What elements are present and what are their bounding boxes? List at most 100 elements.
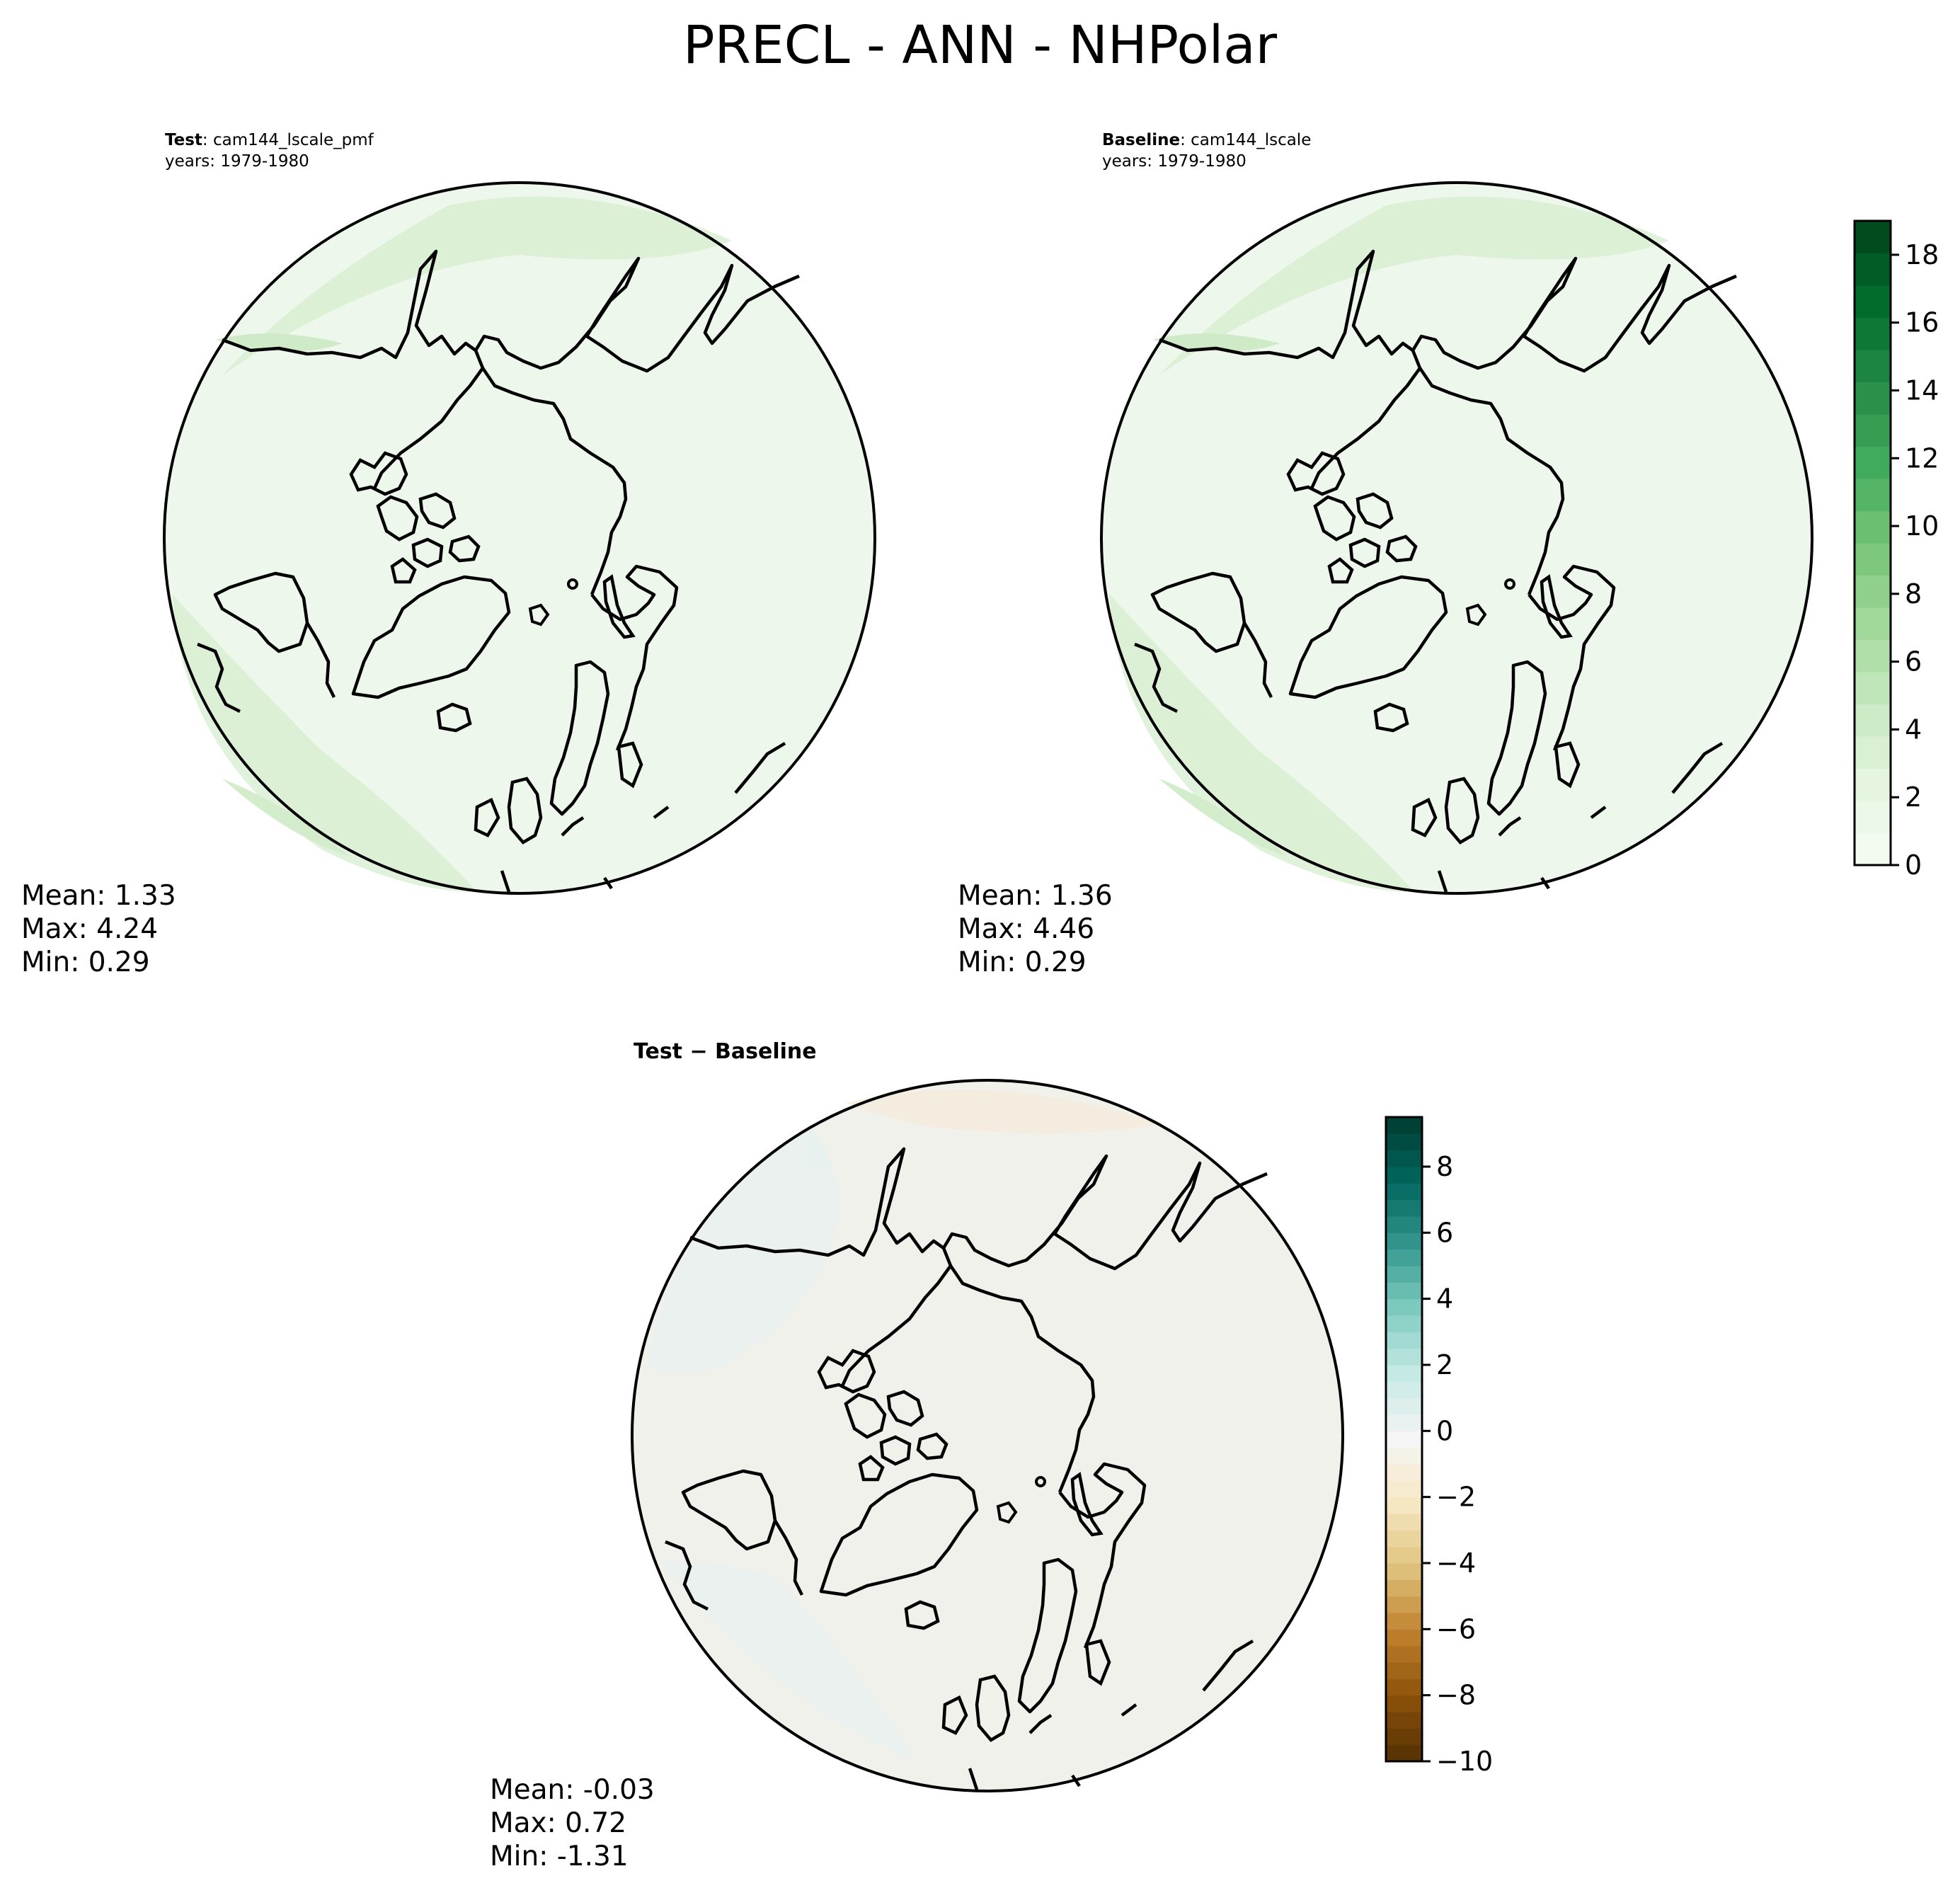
cb-diff-level-3 [1386, 1695, 1422, 1712]
cb-precip-level-12 [1855, 446, 1891, 479]
cb-diff-level-2 [1386, 1712, 1422, 1729]
baseline-stat-max: Max: 4.46 [958, 913, 1095, 945]
cb-precip-tick-label-2: 4 [1905, 714, 1922, 745]
cb-precip-level-9 [1855, 543, 1891, 576]
test-stats: Mean: 1.33 Max: 4.24 Min: 0.29 [21, 879, 176, 979]
cb-diff-level-25 [1386, 1332, 1422, 1349]
difference-field [648, 1089, 1164, 1761]
cb-diff-level-24 [1386, 1348, 1422, 1366]
cb-precip-tick-label-0: 0 [1905, 849, 1922, 881]
baseline-label-bold: Baseline [1102, 131, 1181, 149]
difference-colorbar: −10 −8 −6 −4 −2 0 2 4 6 8 [1385, 1116, 1493, 1777]
cb-diff-level-33 [1386, 1199, 1422, 1217]
cb-precip-level-19 [1855, 221, 1891, 254]
cb-precip-level-8 [1855, 575, 1891, 608]
cb-diff-level-18 [1386, 1447, 1422, 1465]
baseline-panel-label: Baseline: cam144_lscale [1102, 130, 1311, 151]
cb-diff-level-29 [1386, 1266, 1422, 1283]
difference-map [631, 1079, 1344, 1792]
cb-diff-level-28 [1386, 1282, 1422, 1300]
difference-map-border [631, 1079, 1344, 1792]
cb-diff-tick-label-0: −10 [1436, 1746, 1493, 1777]
cb-diff-level-27 [1386, 1298, 1422, 1316]
test-label-bold: Test [165, 131, 202, 149]
cb-diff-level-0 [1386, 1744, 1422, 1762]
cb-diff-level-16 [1386, 1480, 1422, 1498]
baseline-map-background [1101, 183, 1812, 893]
baseline-years: years: 1979-1980 [1102, 152, 1247, 171]
cb-diff-tick-label-8: 6 [1436, 1217, 1453, 1248]
test-stat-max: Max: 4.24 [21, 913, 159, 945]
cb-diff-tick-label-5: 0 [1436, 1415, 1453, 1446]
cb-diff-tick-label-9: 8 [1436, 1151, 1453, 1182]
cb-diff-level-26 [1386, 1315, 1422, 1332]
test-years: years: 1979-1980 [165, 152, 309, 171]
cb-diff-tick-label-1: −8 [1436, 1680, 1476, 1711]
cb-precip-level-5 [1855, 672, 1891, 705]
cb-diff-level-34 [1386, 1183, 1422, 1201]
cb-diff-level-12 [1386, 1546, 1422, 1564]
cb-precip-level-17 [1855, 285, 1891, 319]
cb-diff-level-10 [1386, 1579, 1422, 1597]
baseline-map [1100, 181, 1813, 895]
cb-precip-level-13 [1855, 414, 1891, 447]
cb-diff-level-21 [1386, 1397, 1422, 1415]
cb-precip-border [1853, 219, 1892, 866]
cb-diff-level-38 [1386, 1117, 1422, 1134]
baseline-stats: Mean: 1.36 Max: 4.46 Min: 0.29 [958, 879, 1113, 979]
cb-diff-level-15 [1386, 1497, 1422, 1514]
cb-precip-level-10 [1855, 510, 1891, 544]
cb-diff-level-17 [1386, 1464, 1422, 1481]
difference-stat-mean: Mean: -0.03 [490, 1774, 655, 1806]
cb-diff-level-1 [1386, 1728, 1422, 1746]
cb-diff-level-4 [1386, 1678, 1422, 1696]
cb-diff-level-14 [1386, 1514, 1422, 1531]
cb-diff-tick-label-3: −4 [1436, 1547, 1476, 1579]
cb-diff-level-23 [1386, 1365, 1422, 1382]
cb-diff-level-9 [1386, 1596, 1422, 1613]
cb-diff-level-7 [1386, 1629, 1422, 1647]
cb-diff-level-13 [1386, 1530, 1422, 1547]
figure-title: PRECL - ANN - NHPolar [682, 15, 1278, 76]
difference-stat-max: Max: 0.72 [490, 1807, 627, 1839]
cb-precip-level-0 [1855, 833, 1891, 866]
cb-precip-level-6 [1855, 639, 1891, 673]
cb-diff-level-31 [1386, 1232, 1422, 1250]
cb-diff-level-30 [1386, 1249, 1422, 1266]
cb-diff-level-6 [1386, 1645, 1422, 1663]
cb-precip-level-15 [1855, 350, 1891, 383]
cb-precip-level-11 [1855, 479, 1891, 512]
cb-precip-level-14 [1855, 382, 1891, 415]
cb-diff-tick-label-2: −6 [1436, 1613, 1476, 1644]
cb-diff-level-19 [1386, 1431, 1422, 1448]
baseline-map-border [1100, 181, 1813, 895]
cb-precip-level-4 [1855, 704, 1891, 737]
test-stat-min: Min: 0.29 [21, 946, 150, 978]
cb-diff-level-20 [1386, 1414, 1422, 1431]
test-stat-mean: Mean: 1.33 [21, 880, 176, 912]
baseline-stat-min: Min: 0.29 [958, 946, 1087, 978]
baseline-case-name: : cam144_lscale [1180, 131, 1312, 149]
precip-colorbar: 0 2 4 6 8 10 12 14 16 18 [1853, 219, 1939, 881]
difference-panel-title: Test − Baseline [634, 1039, 817, 1064]
difference-stat-min: Min: -1.31 [490, 1841, 629, 1872]
cb-diff-border [1385, 1116, 1423, 1763]
test-panel-label: Test: cam144_lscale_pmf [165, 130, 374, 151]
test-map-background [164, 183, 875, 893]
baseline-precip-field [1110, 196, 1669, 892]
cb-precip-tick-label-9: 18 [1905, 239, 1939, 270]
cb-precip-level-2 [1855, 768, 1891, 801]
cb-diff-tick-label-4: −2 [1436, 1482, 1476, 1513]
cb-precip-tick-label-7: 14 [1905, 374, 1939, 406]
test-precip-field [173, 196, 732, 892]
cb-precip-tick-label-5: 10 [1905, 510, 1939, 542]
cb-precip-tick-label-8: 16 [1905, 307, 1939, 338]
cb-precip-level-1 [1855, 801, 1891, 834]
cb-diff-tick-label-7: 4 [1436, 1283, 1453, 1315]
cb-precip-tick-label-3: 6 [1905, 646, 1922, 677]
cb-diff-level-5 [1386, 1662, 1422, 1679]
cb-diff-level-22 [1386, 1381, 1422, 1399]
difference-stats: Mean: -0.03 Max: 0.72 Min: -1.31 [490, 1773, 655, 1873]
cb-diff-level-37 [1386, 1133, 1422, 1151]
